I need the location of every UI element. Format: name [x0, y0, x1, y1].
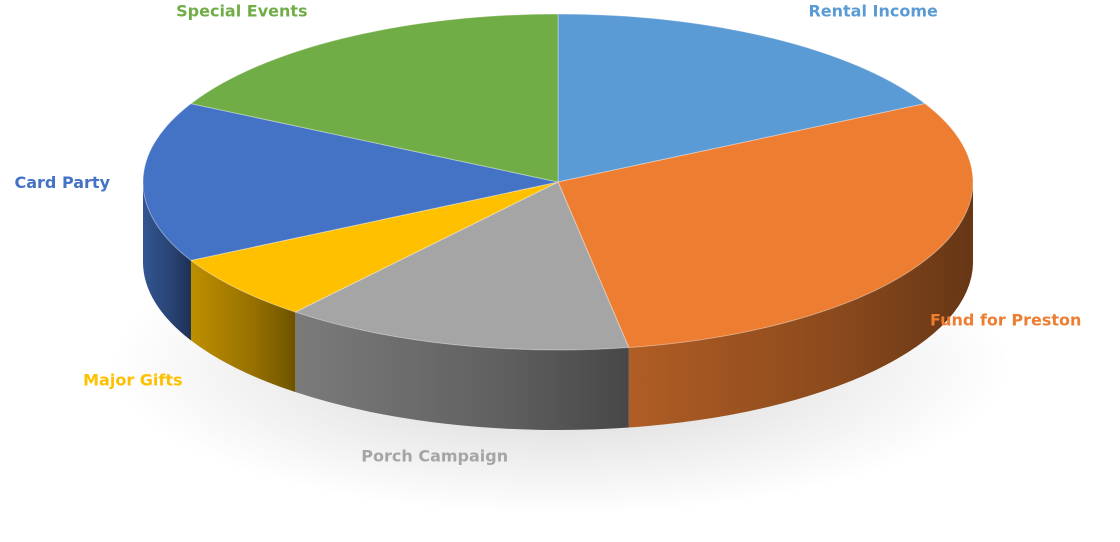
slice-label-rental-income: Rental Income — [808, 2, 938, 21]
slice-card-party[interactable] — [142, 103, 559, 261]
side-wall-shading-porch-campaign — [295, 312, 629, 430]
slice-label-card-party: Card Party — [14, 173, 110, 192]
pie-slices — [142, 13, 974, 351]
slice-major-gifts[interactable] — [189, 181, 559, 313]
side-wall-shading-major-gifts — [190, 260, 296, 393]
slice-rental-income[interactable] — [557, 13, 927, 183]
side-wall-shading-card-party — [143, 182, 191, 341]
slice-label-fund-for-preston: Fund for Preston — [930, 311, 1081, 330]
slice-porch-campaign[interactable] — [293, 181, 630, 351]
slice-label-special-events: Special Events — [176, 2, 307, 21]
side-wall-shading-fund-for-preston — [628, 182, 973, 428]
slice-label-porch-campaign: Porch Campaign — [361, 446, 508, 465]
pie-side-walls — [143, 182, 973, 430]
slice-fund-for-preston[interactable] — [557, 103, 974, 349]
slice-labels: Rental Income Fund for Preston Porch Campa… — [14, 2, 1081, 466]
slice-special-events[interactable] — [189, 13, 559, 183]
slice-label-major-gifts: Major Gifts — [83, 370, 182, 389]
